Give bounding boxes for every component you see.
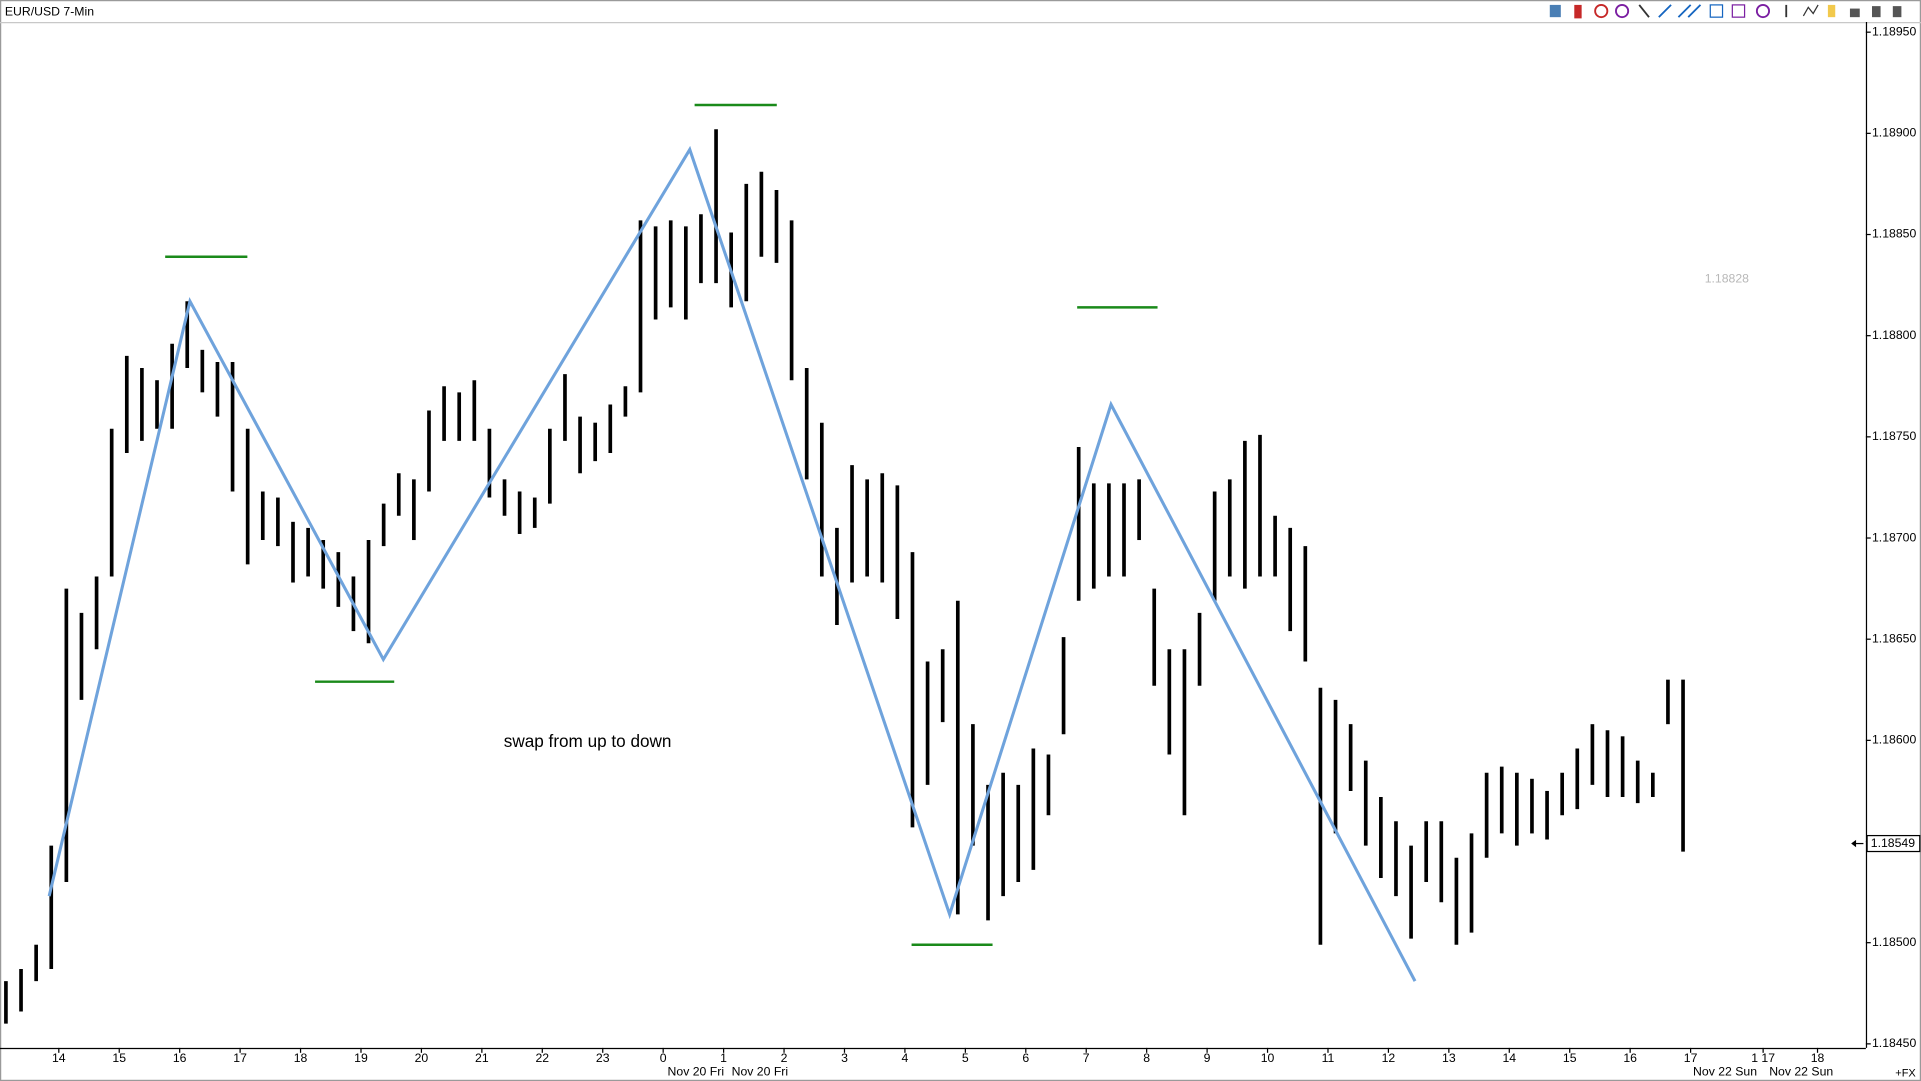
x-tick-label: 7 xyxy=(1083,1051,1090,1065)
zigzag-line xyxy=(47,145,1417,982)
y-tick-label: 1.18800 xyxy=(1872,328,1916,342)
last-price-arrowhead xyxy=(1851,839,1857,848)
tool-icon[interactable] xyxy=(1709,4,1724,18)
y-tick-label: 1.18850 xyxy=(1872,227,1916,241)
y-tick-label: 1.18650 xyxy=(1872,631,1916,645)
x-tick-label: 1 17 xyxy=(1751,1051,1775,1065)
x-tick-label: 22 xyxy=(535,1051,549,1065)
x-tick-label: 0 xyxy=(660,1051,667,1065)
y-tick-label: 1.18750 xyxy=(1872,429,1916,443)
x-tick-label: 10 xyxy=(1261,1051,1275,1065)
tool-icon[interactable] xyxy=(1849,8,1860,18)
x-tick-label: 13 xyxy=(1442,1051,1456,1065)
y-tick-label: 1.18900 xyxy=(1872,126,1916,140)
tool-icon[interactable] xyxy=(1615,3,1630,19)
tool-icon[interactable] xyxy=(1687,4,1702,18)
tool-icon[interactable] xyxy=(1802,4,1819,17)
x-tick-label: 23 xyxy=(596,1051,610,1065)
date-label: Nov 22 Sun xyxy=(1693,1065,1757,1079)
x-tick-label: 18 xyxy=(294,1051,308,1065)
x-tick-label: 5 xyxy=(962,1051,969,1065)
watermark-price: 1.18828 xyxy=(1705,271,1749,285)
tool-icon[interactable] xyxy=(1827,4,1836,18)
x-tick-label: 3 xyxy=(841,1051,848,1065)
tool-icon[interactable] xyxy=(1731,4,1746,18)
x-tick-label: 21 xyxy=(475,1051,489,1065)
annotation: swap from up to down xyxy=(504,731,672,751)
x-tick-label: 8 xyxy=(1143,1051,1150,1065)
tool-icon[interactable] xyxy=(1677,4,1692,18)
x-tick-label: 4 xyxy=(902,1051,909,1065)
tool-icon[interactable] xyxy=(1549,4,1561,18)
tool-icon[interactable] xyxy=(1638,4,1650,18)
y-tick-label: 1.18600 xyxy=(1872,733,1916,747)
tool-icon[interactable] xyxy=(1594,3,1609,19)
x-tick-label: 18 xyxy=(1811,1051,1825,1065)
tool-icon[interactable] xyxy=(1892,6,1902,18)
tool-icon[interactable] xyxy=(1574,4,1582,19)
date-label: Nov 22 Sun xyxy=(1769,1065,1833,1079)
x-tick-label: 17 xyxy=(233,1051,247,1065)
x-tick-label: 19 xyxy=(354,1051,368,1065)
x-tick-label: 12 xyxy=(1382,1051,1396,1065)
x-tick-label: 17 xyxy=(1684,1051,1698,1065)
x-tick-label: 2 xyxy=(781,1051,788,1065)
x-tick-label: 15 xyxy=(112,1051,126,1065)
corner-label: +FX xyxy=(1895,1068,1916,1080)
y-tick-label: 1.18950 xyxy=(1872,24,1916,38)
x-tick-label: 9 xyxy=(1204,1051,1211,1065)
last-price-label: 1.18549 xyxy=(1871,836,1915,850)
x-tick-label: 20 xyxy=(415,1051,429,1065)
y-tick-label: 1.18500 xyxy=(1872,935,1916,949)
tool-icon[interactable] xyxy=(1755,3,1771,19)
date-label: Nov 20 Fri xyxy=(668,1065,725,1079)
x-tick-label: 14 xyxy=(52,1051,66,1065)
y-tick-label: 1.18700 xyxy=(1872,530,1916,544)
x-tick-label: 6 xyxy=(1022,1051,1029,1065)
x-tick-label: 14 xyxy=(1502,1051,1516,1065)
y-tick-label: 1.18450 xyxy=(1872,1036,1916,1050)
date-label: Nov 20 Fri xyxy=(732,1065,789,1079)
chart-title: EUR/USD 7-Min xyxy=(5,4,94,18)
tool-icon[interactable] xyxy=(1871,6,1881,18)
x-tick-label: 11 xyxy=(1322,1051,1335,1065)
last-price-box xyxy=(1866,834,1921,853)
tool-icon[interactable] xyxy=(1658,4,1672,18)
x-tick-label: 1 xyxy=(720,1051,727,1065)
x-tick-label: 16 xyxy=(1623,1051,1637,1065)
x-tick-label: 16 xyxy=(173,1051,187,1065)
x-tick-label: 15 xyxy=(1563,1051,1577,1065)
toolbar xyxy=(1549,3,1902,19)
